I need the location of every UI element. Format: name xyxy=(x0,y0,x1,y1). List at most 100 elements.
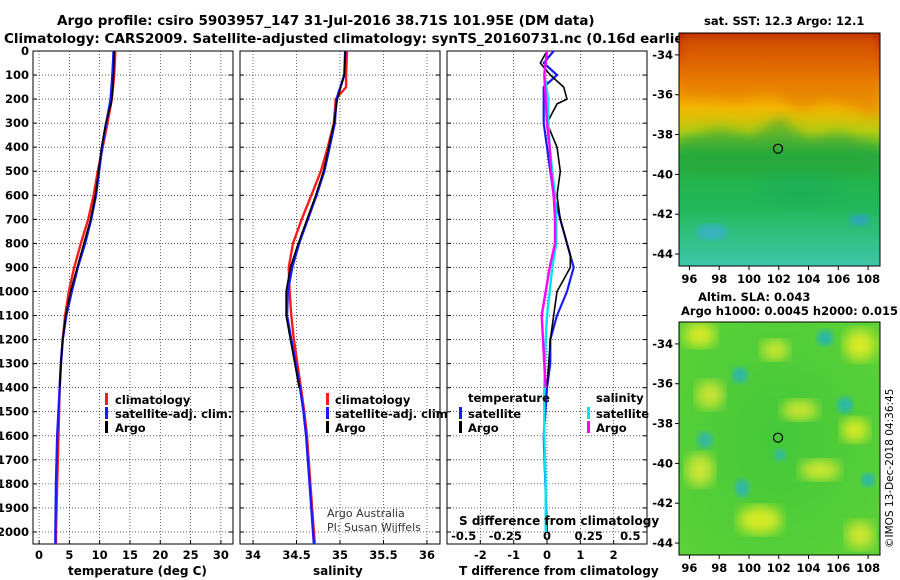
sla-map-frame xyxy=(678,321,881,556)
lat-tick-label: -38 xyxy=(652,128,673,142)
series-line-temperature-argo xyxy=(539,50,572,388)
legend-swatch-t-satellite xyxy=(459,407,462,419)
salinity-grid xyxy=(240,50,440,544)
legend-label-argo: Argo xyxy=(115,421,146,435)
x-tick-label: 15 xyxy=(122,548,138,562)
depth-tick-label: 2000 xyxy=(0,525,29,539)
sla-high xyxy=(841,418,869,442)
x-tick-label: 25 xyxy=(183,548,199,562)
salinity-panel: 34 34.5 35 35.5 36 salinity climatology sate… xyxy=(239,50,452,578)
legend-swatch-climatology xyxy=(326,393,329,405)
depth-tick-label: 800 xyxy=(5,236,29,250)
temperature-grid xyxy=(33,50,233,544)
lat-tick-label: -44 xyxy=(652,536,673,550)
legend-label-climatology: climatology xyxy=(115,393,191,407)
sst-lon-ticks: 96 98 100 102 104 106 108 xyxy=(681,266,880,286)
difference-series xyxy=(539,50,575,533)
x-tick-label: 2 xyxy=(610,548,618,562)
temperature-xlabel: temperature (deg C) xyxy=(68,564,207,578)
legend-swatch-satellite xyxy=(105,407,108,419)
lat-tick-label: -40 xyxy=(652,456,673,470)
salinity-xlabel: salinity xyxy=(313,564,363,578)
x-tick-label: -2 xyxy=(474,548,487,562)
lon-tick-label: 102 xyxy=(767,272,791,286)
s-tick-label: -0.25 xyxy=(489,529,522,543)
x-tick-label: 1 xyxy=(576,548,584,562)
lat-tick-label: -40 xyxy=(652,167,673,181)
legend-label-s-satellite: satellite xyxy=(596,407,649,421)
temperature-legend: climatology satellite-adj. clim. Argo xyxy=(105,393,232,435)
difference-legend-temperature: temperature satellite Argo xyxy=(459,391,550,435)
sla-heatmap xyxy=(679,322,880,555)
lon-tick-label: 108 xyxy=(856,561,880,575)
lon-tick-label: 100 xyxy=(737,561,761,575)
legend-swatch-s-satellite xyxy=(587,407,590,419)
depth-tick-label: 700 xyxy=(5,212,29,226)
lat-tick-label: -38 xyxy=(652,417,673,431)
x-tick-label: 0 xyxy=(543,548,551,562)
lon-tick-label: 96 xyxy=(681,272,697,286)
sla-map-title: Altim. SLA: 0.043 xyxy=(698,290,810,304)
x-tick-label: 35.5 xyxy=(369,548,397,562)
lon-tick-label: 98 xyxy=(711,272,727,286)
figure-title-line1: Argo profile: csiro 5903957_147 31-Jul-2… xyxy=(57,13,595,29)
sst-cold-patch xyxy=(850,214,870,226)
depth-axis-ticks: 0 100 200 300 400 500 600 700 800 900 1000 1100 1200… xyxy=(0,44,29,539)
difference-panel: -2 -1 0 1 2 -0.5 -0.25 0 0.25 0.5 T difference f… xyxy=(446,50,659,578)
lat-tick-label: -34 xyxy=(652,48,673,62)
argo-float-marker xyxy=(772,432,784,443)
sla-low xyxy=(861,473,875,487)
depth-tick-label: 100 xyxy=(5,68,29,82)
depth-tick-label: 1800 xyxy=(0,477,29,491)
x-tick-label: 0 xyxy=(35,548,43,562)
lat-tick-label: -44 xyxy=(652,247,673,261)
sla-low xyxy=(697,432,713,448)
lon-tick-label: 104 xyxy=(797,272,821,286)
t-difference-axis-ticks: -2 -1 0 1 2 xyxy=(474,548,618,562)
salinity-legend: climatology satellite-adj. clim. Argo xyxy=(326,393,452,435)
x-tick-label: 35 xyxy=(332,548,348,562)
depth-tick-label: 200 xyxy=(5,92,29,106)
sla-high xyxy=(846,521,874,549)
x-tick-label: -1 xyxy=(507,548,520,562)
lon-tick-label: 106 xyxy=(826,561,850,575)
temperature-series xyxy=(54,50,117,544)
lon-tick-label: 104 xyxy=(797,561,821,575)
lat-tick-label: -36 xyxy=(652,88,673,102)
legend-label-satellite: satellite-adj. clim. xyxy=(335,407,452,421)
s-tick-label: 0 xyxy=(543,529,551,543)
x-tick-label: 36 xyxy=(419,548,435,562)
sla-map-panel: Altim. SLA: 0.043 Argo h1000: 0.0045 h20… xyxy=(652,290,898,575)
x-tick-label: 10 xyxy=(92,548,108,562)
series-line-salinity-argo xyxy=(540,50,557,388)
argo-float-marker xyxy=(772,143,784,154)
legend-swatch-t-argo xyxy=(459,421,462,433)
depth-tick-label: 1000 xyxy=(0,284,29,298)
sla-high xyxy=(684,323,716,347)
series-line-argo xyxy=(285,50,346,388)
sst-cool-patch xyxy=(760,172,840,208)
legend-swatch-satellite xyxy=(326,407,329,419)
sla-low xyxy=(817,330,833,346)
sst-cold-patch xyxy=(696,224,728,240)
legend-swatch-argo xyxy=(326,421,329,433)
difference-legend-salinity: salinity satellite Argo xyxy=(587,391,649,435)
lat-tick-label: -42 xyxy=(652,207,673,221)
depth-tick-label: 300 xyxy=(5,116,29,130)
s-tick-label: 0.25 xyxy=(574,529,602,543)
sst-map-title: sat. SST: 12.3 Argo: 12.1 xyxy=(704,14,864,28)
temperature-axis-ticks: 0 5 10 15 20 25 30 xyxy=(35,548,229,562)
x-tick-label: 20 xyxy=(152,548,168,562)
sla-map-subtitle: Argo h1000: 0.0045 h2000: 0.015 xyxy=(681,304,898,318)
sla-low xyxy=(735,479,749,497)
sla-lon-ticks: 96 98 100 102 104 106 108 xyxy=(681,555,880,575)
lon-tick-label: 100 xyxy=(737,272,761,286)
sla-low xyxy=(774,449,786,461)
legend-swatch-argo xyxy=(105,421,108,433)
temperature-plot-frame xyxy=(32,50,234,545)
legend-label-argo: Argo xyxy=(335,421,366,435)
x-tick-label: 34 xyxy=(245,548,261,562)
depth-tick-label: 1500 xyxy=(0,405,29,419)
lon-tick-label: 96 xyxy=(681,561,697,575)
